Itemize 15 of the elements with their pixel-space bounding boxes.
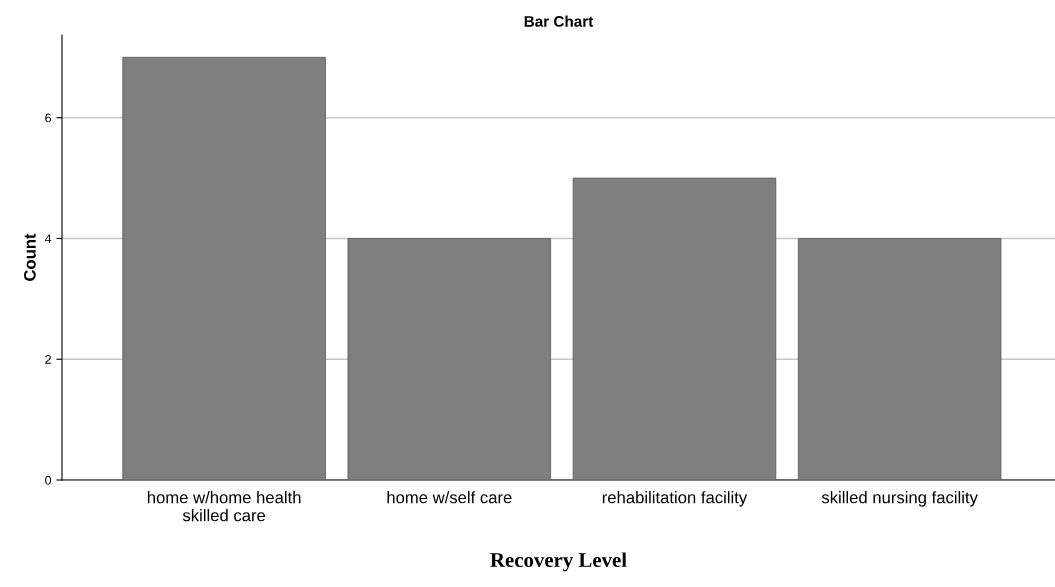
x-tick-label: home w/self care — [387, 491, 512, 504]
bar — [797, 238, 1002, 480]
x-axis-title: Recovery Level — [490, 552, 627, 572]
bar — [347, 238, 552, 480]
bar — [572, 177, 777, 480]
y-axis-title: Count — [23, 233, 36, 281]
y-tick-label: 0 — [45, 475, 52, 485]
x-tick-label: home w/home health skilled care — [147, 491, 301, 522]
y-tick-label: 4 — [44, 234, 52, 244]
y-tick-label: 2 — [45, 355, 51, 364]
x-tick-label: rehabilitation facility — [602, 491, 748, 507]
bar — [122, 56, 326, 480]
y-tick-label: 6 — [45, 113, 52, 123]
chart-title: Bar Chart — [524, 15, 594, 27]
x-tick-label: skilled nursing facility — [821, 491, 978, 507]
